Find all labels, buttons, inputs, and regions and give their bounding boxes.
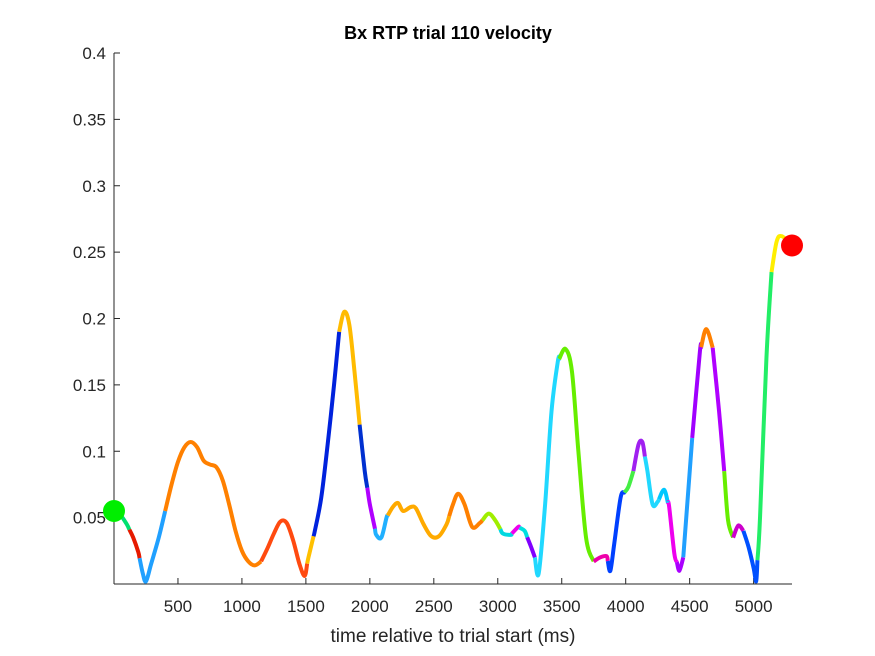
velocity-line-segment — [337, 309, 362, 425]
y-axis: 0.05 0.1 0.15 0.2 0.25 0.3 0.35 0.4 — [73, 44, 120, 584]
x-axis: 500 1000 1500 2000 2500 3000 3500 4000 4500 5000 — [114, 578, 792, 616]
velocity-line-segment — [259, 518, 310, 579]
velocity-line-segment — [681, 437, 695, 558]
velocity-line-segment — [755, 271, 774, 561]
velocity-line-segment — [710, 347, 727, 472]
x-tick-label: 1000 — [223, 597, 261, 616]
velocity-line-segment — [557, 346, 596, 563]
markers — [103, 234, 803, 522]
velocity-line-segment — [657, 487, 670, 504]
velocity-line-segment — [480, 511, 503, 531]
velocity-line-segment — [498, 528, 514, 537]
velocity-line-segment — [592, 553, 610, 564]
x-tick-label: 4500 — [671, 597, 709, 616]
y-tick-label: 0.35 — [73, 110, 106, 129]
y-tick-label: 0.05 — [73, 509, 106, 528]
velocity-line-segment — [532, 354, 562, 578]
velocity-line-segment — [518, 525, 530, 539]
x-tick-label: 2500 — [415, 597, 453, 616]
velocity-line-segment — [372, 513, 390, 541]
x-tick-label: 500 — [164, 597, 192, 616]
x-axis-label: time relative to trial start (ms) — [331, 626, 576, 647]
velocity-line-segment — [305, 535, 316, 565]
x-tick-label: 3000 — [479, 597, 517, 616]
x-tick-label: 1500 — [287, 597, 325, 616]
velocity-line-segment — [699, 327, 715, 349]
y-tick-label: 0.4 — [82, 44, 106, 63]
velocity-line-segment — [163, 439, 263, 568]
start-marker — [103, 499, 125, 522]
velocity-line-segment — [731, 523, 745, 539]
y-tick-label: 0.3 — [82, 177, 106, 196]
x-tick-label: 4000 — [607, 597, 645, 616]
velocity-line-segment — [386, 500, 452, 540]
plot-area — [112, 233, 794, 584]
velocity-line-segment — [642, 456, 661, 509]
velocity-line-segment — [622, 470, 636, 494]
velocity-line-segment — [605, 490, 627, 574]
x-tick-label: 2000 — [351, 597, 389, 616]
velocity-line-segment — [365, 487, 377, 530]
chart-title: Bx RTP trial 110 velocity — [344, 23, 552, 43]
velocity-line-segment — [311, 331, 342, 538]
x-tick-label: 5000 — [735, 597, 773, 616]
velocity-line-segment — [357, 424, 370, 489]
x-tick-label: 3500 — [543, 597, 581, 616]
velocity-line-segment — [447, 491, 484, 530]
end-marker — [781, 234, 803, 257]
velocity-line-segment — [525, 536, 537, 559]
y-tick-label: 0.1 — [82, 442, 106, 461]
y-tick-label: 0.25 — [73, 243, 106, 262]
y-tick-label: 0.2 — [82, 310, 106, 329]
velocity-line-segment — [741, 530, 760, 584]
velocity-line-segment — [674, 556, 686, 573]
velocity-line-segment — [631, 438, 647, 472]
y-tick-label: 0.15 — [73, 376, 106, 395]
velocity-line-segment — [127, 528, 142, 559]
velocity-line-segment — [722, 471, 736, 539]
velocity-line-segment — [137, 510, 168, 584]
velocity-line-segment — [510, 524, 522, 535]
